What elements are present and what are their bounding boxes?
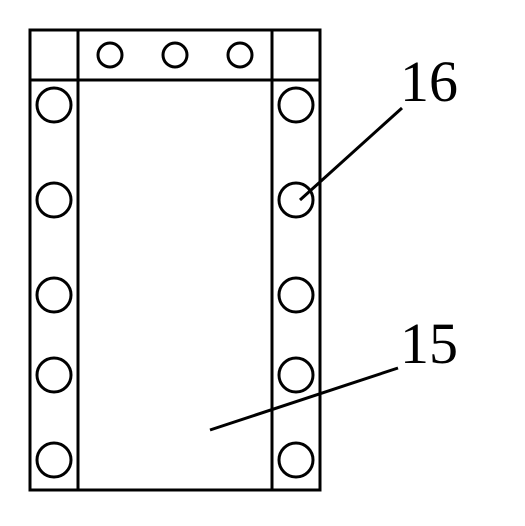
top-circle-3	[228, 43, 252, 67]
left-circle-4	[37, 358, 71, 392]
label-15: 15	[400, 310, 458, 377]
right-circle-2	[279, 183, 313, 217]
right-circle-1	[279, 88, 313, 122]
top-circle-1	[98, 43, 122, 67]
leader-line-15	[210, 368, 398, 430]
left-circle-2	[37, 183, 71, 217]
leader-line-16	[300, 108, 402, 200]
right-circle-5	[279, 443, 313, 477]
top-circle-2	[163, 43, 187, 67]
left-circle-1	[37, 88, 71, 122]
left-circle-3	[37, 278, 71, 312]
right-circle-4	[279, 358, 313, 392]
outer-rect	[30, 30, 320, 490]
right-circle-3	[279, 278, 313, 312]
left-circle-5	[37, 443, 71, 477]
label-16: 16	[400, 48, 458, 115]
